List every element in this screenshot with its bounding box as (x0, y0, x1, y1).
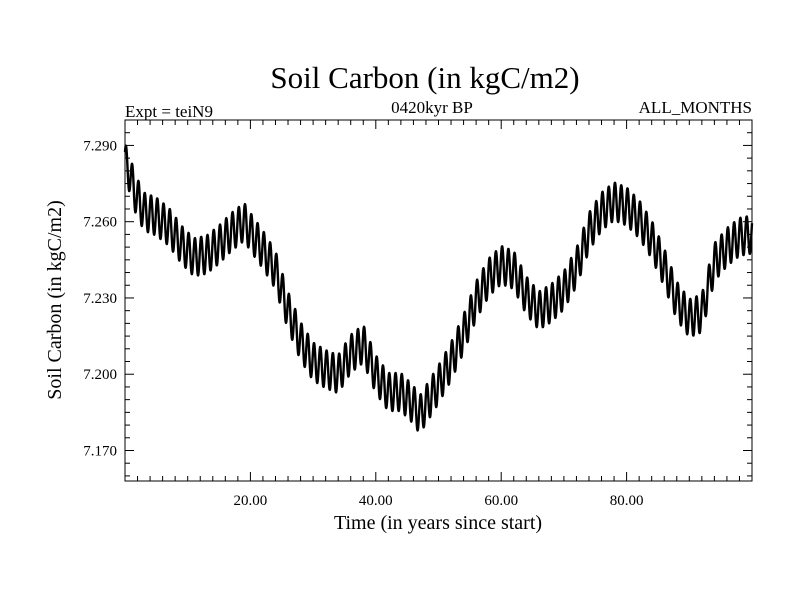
y-tick-label: 7.200 (83, 367, 117, 383)
y-tick-label: 7.260 (83, 215, 117, 231)
y-tick-label: 7.170 (83, 443, 117, 459)
x-tick-label: 80.00 (610, 493, 644, 509)
x-axis-label: Time (in years since start) (334, 512, 542, 534)
y-axis-label: Soil Carbon (in kgC/m2) (44, 200, 66, 399)
x-tick-label: 60.00 (484, 493, 518, 509)
series-line-soil-carbon (123, 144, 754, 432)
x-axis: 20.00 40.00 60.00 80.00 (137, 120, 740, 509)
y-tick-label: 7.290 (83, 138, 117, 154)
x-tick-label: 20.00 (234, 493, 268, 509)
y-tick-label: 7.230 (83, 291, 117, 307)
expt-label: Expt = teiN9 (125, 102, 213, 121)
x-tick-label: 40.00 (359, 493, 393, 509)
plot-frame (124, 119, 753, 482)
period-label: ALL_MONTHS (639, 98, 752, 117)
chart-subtitle: 0420kyr BP (391, 98, 473, 117)
chart-title: Soil Carbon (in kgC/m2) (270, 60, 579, 95)
